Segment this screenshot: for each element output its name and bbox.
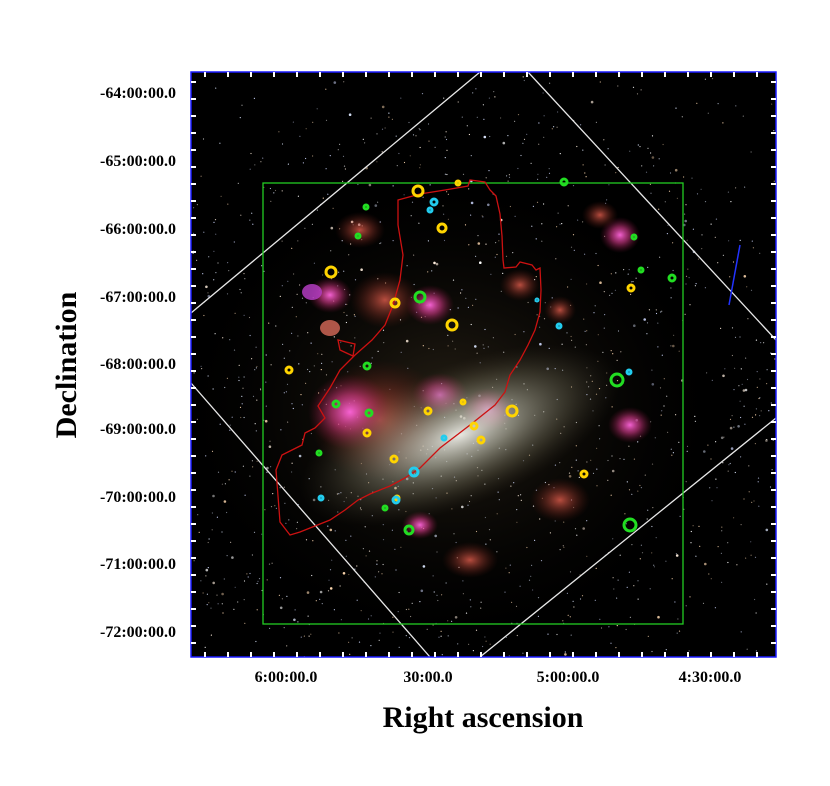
ra-tick-label: 30:00.0 [403,669,452,686]
marker-yellow [389,297,401,309]
source-markers [284,177,677,536]
marker-cyan [317,494,325,502]
marker-green [315,449,323,457]
marker-yellow [476,435,486,445]
marker-green [637,266,645,274]
dec-tick-label: -70:00:00.0 [100,489,176,506]
y-axis-title: Declination [50,291,83,438]
marker-yellow [454,179,462,187]
marker-yellow [579,469,589,479]
marker-green [362,361,372,371]
marker-yellow [469,421,479,431]
x-axis-title: Right ascension [383,701,584,734]
marker-green [622,517,638,533]
green-markers [315,177,677,536]
survey-box [262,182,684,625]
marker-yellow [389,454,399,464]
marker-green [381,504,389,512]
marker-green [354,232,362,240]
yellow-markers [284,179,636,502]
dec-tick-label: -64:00:00.0 [100,85,176,102]
coordinate-grid-lines [191,72,776,657]
axis-ticks [191,72,776,657]
marker-green [331,399,341,409]
marker-green [403,524,415,536]
marker-yellow [362,428,372,438]
marker-cyan [408,466,420,478]
ra-tick-label: 6:00:00.0 [255,669,318,686]
marker-yellow [436,222,448,234]
survey-footprint [275,179,542,536]
marker-yellow [411,184,425,198]
marker-cyan [440,434,448,442]
marker-yellow [626,283,636,293]
marker-green [364,408,374,418]
marker-cyan [555,322,563,330]
dec-tick-label: -67:00:00.0 [100,289,176,306]
marker-green [630,233,638,241]
marker-green [609,372,625,388]
marker-green [559,177,569,187]
marker-cyan [534,297,540,303]
galaxy-bar [300,344,620,526]
marker-green [362,203,370,211]
dec-tick-label: -68:00:00.0 [100,356,176,373]
marker-yellow [284,365,294,375]
ra-tick-label: 5:00:00.0 [537,669,600,686]
x-axis-ticks: 6:00:00.0 30:00.0 5:00:00.0 4:30:00.0 [255,669,742,686]
dec-tick-label: -66:00:00.0 [100,221,176,238]
marker-yellow [505,404,519,418]
marker-green [413,290,427,304]
marker-cyan [391,495,401,505]
marker-cyan [426,206,434,214]
marker-yellow [324,265,338,279]
cyan-markers [317,197,633,505]
marker-yellow [423,406,433,416]
y-axis-ticks: -64:00:00.0 -65:00:00.0 -66:00:00.0 -67:… [100,85,176,641]
ra-tick-label: 4:30:00.0 [679,669,742,686]
dec-tick-label: -65:00:00.0 [100,153,176,170]
dec-tick-label: -71:00:00.0 [100,556,176,573]
marker-yellow [459,398,467,406]
blue-streak [728,244,741,306]
marker-green [667,273,677,283]
dec-tick-label: -72:00:00.0 [100,624,176,641]
plot-area [191,72,776,657]
marker-cyan [625,368,633,376]
dec-tick-label: -69:00:00.0 [100,421,176,438]
marker-cyan [429,197,439,207]
marker-yellow [445,318,459,332]
plot-frame [190,71,777,658]
